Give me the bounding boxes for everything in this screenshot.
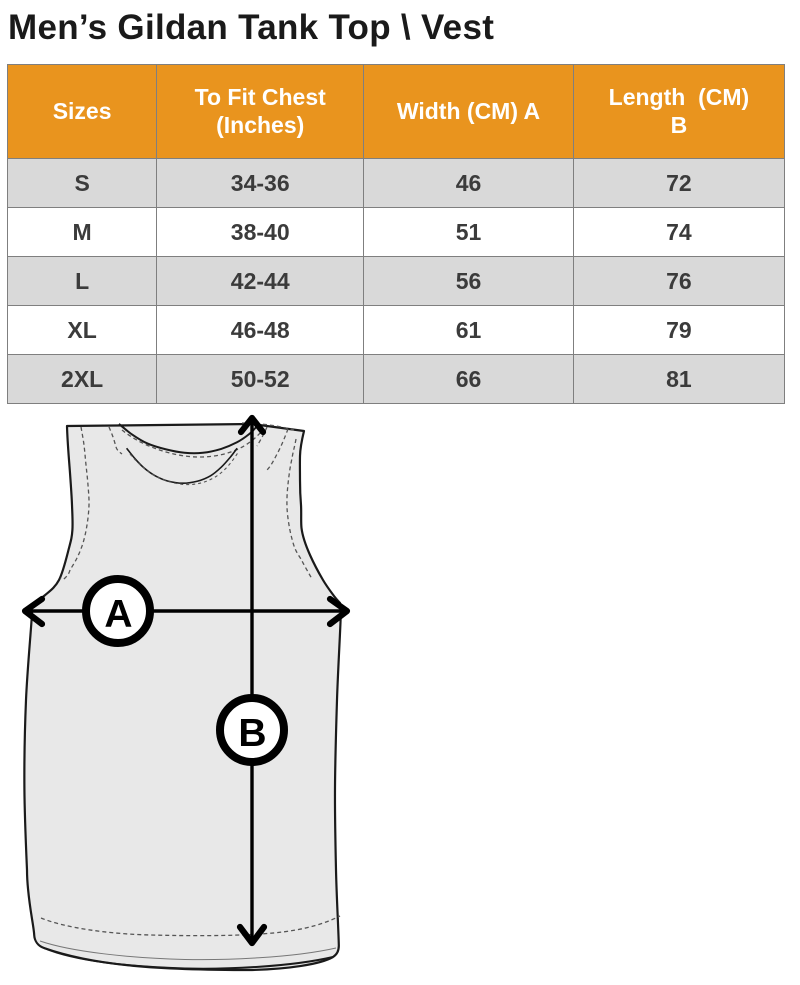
svg-text:B: B bbox=[238, 712, 266, 755]
svg-text:A: A bbox=[104, 593, 132, 636]
